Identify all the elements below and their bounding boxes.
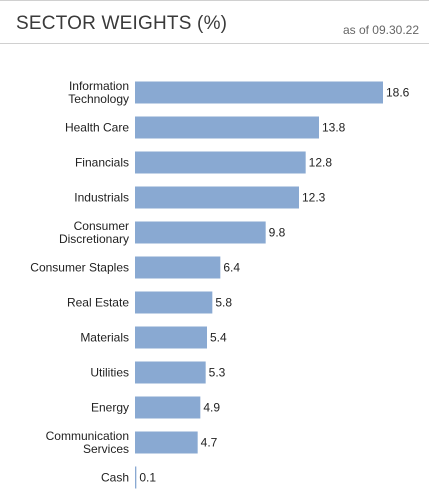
category-label-line: Energy — [91, 401, 129, 415]
bar — [135, 396, 201, 419]
category-label: Consumer Discretionary — [59, 219, 129, 246]
category-label: Information Technology — [68, 79, 129, 106]
bar — [135, 151, 306, 174]
value-label: 12.3 — [302, 191, 326, 205]
bar — [135, 221, 266, 244]
bar-row: Industrials 12.3 — [74, 186, 326, 209]
bar — [135, 326, 207, 349]
category-label: Financials — [75, 156, 129, 170]
category-label: Consumer Staples — [30, 261, 129, 275]
value-label: 4.9 — [203, 401, 220, 415]
bar-row: Materials 5.4 — [80, 326, 227, 349]
widget-header: SECTOR WEIGHTS (%) as of 09.30.22 — [0, 0, 429, 44]
bar-row: Health Care 13.8 — [65, 116, 346, 139]
bar-row: Consumer Staples 6.4 — [30, 256, 240, 279]
category-label-line: Discretionary — [59, 232, 129, 246]
bar-row: Financials 12.8 — [75, 151, 333, 174]
value-label: 0.1 — [139, 471, 156, 485]
value-label: 9.8 — [269, 226, 286, 240]
category-label-line: Real Estate — [67, 296, 129, 310]
bar — [135, 256, 221, 279]
value-label: 5.3 — [209, 366, 226, 380]
as-of-date: as of 09.30.22 — [342, 23, 419, 37]
sector-weights-bar-chart: Information Technology 18.6 Health Care 13.8… — [30, 79, 410, 489]
category-label-line: Consumer Staples — [30, 261, 129, 275]
category-label-line: Technology — [68, 92, 129, 106]
chart-title: SECTOR WEIGHTS (%) — [16, 13, 228, 34]
bar — [135, 116, 319, 139]
value-label: 12.8 — [309, 156, 333, 170]
value-label: 4.7 — [201, 436, 218, 450]
bar — [135, 466, 137, 489]
bar-row: Utilities 5.3 — [90, 361, 226, 384]
category-label-line: Information — [69, 79, 129, 93]
category-label-line: Services — [83, 442, 129, 456]
bar-row: Energy 4.9 — [91, 396, 220, 419]
category-label: Real Estate — [67, 296, 129, 310]
bar — [135, 81, 383, 104]
value-label: 18.6 — [386, 86, 410, 100]
category-label: Health Care — [65, 121, 129, 135]
category-label: Cash — [101, 471, 129, 485]
category-label-line: Materials — [80, 331, 129, 345]
value-label: 5.4 — [210, 331, 227, 345]
category-label: Utilities — [90, 366, 129, 380]
bar — [135, 291, 213, 314]
category-label-line: Cash — [101, 471, 129, 485]
category-label: Energy — [91, 401, 129, 415]
category-label: Communication Services — [46, 429, 129, 456]
category-label-line: Financials — [75, 156, 129, 170]
value-label: 6.4 — [223, 261, 240, 275]
bar-row: Real Estate 5.8 — [67, 291, 232, 314]
value-label: 5.8 — [215, 296, 232, 310]
value-label: 13.8 — [322, 121, 346, 135]
bar-row: Consumer Discretionary 9.8 — [59, 219, 286, 246]
category-label-line: Communication — [46, 429, 129, 443]
category-label-line: Consumer — [74, 219, 129, 233]
category-label-line: Health Care — [65, 121, 129, 135]
category-label: Industrials — [74, 191, 129, 205]
bar — [135, 186, 299, 209]
category-label-line: Utilities — [90, 366, 129, 380]
bar-row: Communication Services 4.7 — [46, 429, 218, 456]
bar-row: Cash 0.1 — [101, 466, 156, 489]
bar — [135, 431, 198, 454]
category-label: Materials — [80, 331, 129, 345]
category-label-line: Industrials — [74, 191, 129, 205]
bar-row: Information Technology 18.6 — [68, 79, 409, 106]
bar — [135, 361, 206, 384]
